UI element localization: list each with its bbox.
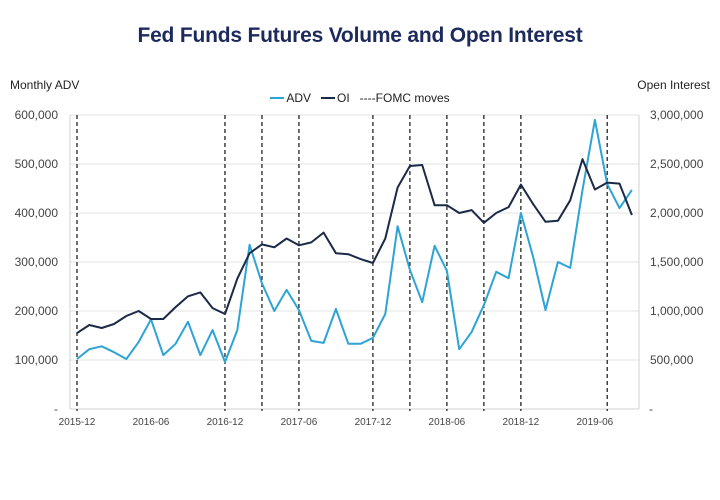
series-line-adv xyxy=(76,118,633,363)
x-tick-label: 2018-06 xyxy=(429,417,466,428)
right-tick-label: 500,000 xyxy=(650,353,694,367)
series-line-oi xyxy=(76,158,633,334)
chart-title: Fed Funds Futures Volume and Open Intere… xyxy=(137,24,583,47)
left-tick-label: 400,000 xyxy=(15,206,59,220)
legend-item-oi: OI xyxy=(321,91,350,105)
legend-label-oi: OI xyxy=(337,91,350,105)
left-tick-label: 300,000 xyxy=(15,255,59,269)
x-tick-label: 2015-12 xyxy=(59,417,96,428)
right-tick-label: 1,500,000 xyxy=(650,255,704,269)
fomc-lines xyxy=(76,115,608,411)
series-lines xyxy=(76,118,633,363)
right-axis-ticks: - 500,000 1,000,000 1,500,000 2,000,000 2,500… xyxy=(649,108,704,416)
legend-label-adv: ADV xyxy=(286,91,311,105)
left-tick-label: - xyxy=(54,402,58,416)
x-axis-ticks: 2015-12 2016-06 2016-12 2017-06 2017-12 2018-… xyxy=(59,417,614,428)
legend-label-fomc: ----FOMC moves xyxy=(359,91,450,105)
left-tick-label: 500,000 xyxy=(15,157,59,171)
x-tick-label: 2018-12 xyxy=(503,417,540,428)
left-tick-label: 200,000 xyxy=(15,304,59,318)
right-tick-label: 1,000,000 xyxy=(650,304,704,318)
left-axis-title: Monthly ADV xyxy=(10,78,80,92)
legend: ADV OI ----FOMC moves xyxy=(0,91,720,105)
x-tick-label: 2017-12 xyxy=(355,417,392,428)
legend-item-adv: ADV xyxy=(270,91,311,105)
axes xyxy=(69,115,640,410)
right-tick-label: 3,000,000 xyxy=(650,108,704,122)
legend-item-fomc: ----FOMC moves xyxy=(360,91,450,105)
legend-swatch-adv xyxy=(270,97,285,99)
left-axis-ticks: - 100,000 200,000 300,000 400,000 500,000 600,… xyxy=(15,108,59,416)
x-tick-label: 2016-06 xyxy=(133,417,170,428)
left-tick-label: 100,000 xyxy=(15,353,59,367)
gridlines xyxy=(70,114,639,361)
x-tick-label: 2019-06 xyxy=(577,417,614,428)
right-tick-label: 2,500,000 xyxy=(650,157,704,171)
right-axis-title: Open Interest xyxy=(637,78,710,92)
right-tick-label: 2,000,000 xyxy=(650,206,704,220)
legend-swatch-oi xyxy=(321,97,335,99)
x-tick-label: 2017-06 xyxy=(281,417,318,428)
left-tick-label: 600,000 xyxy=(15,108,59,122)
x-tick-label: 2016-12 xyxy=(207,417,244,428)
right-tick-label: - xyxy=(649,402,653,416)
